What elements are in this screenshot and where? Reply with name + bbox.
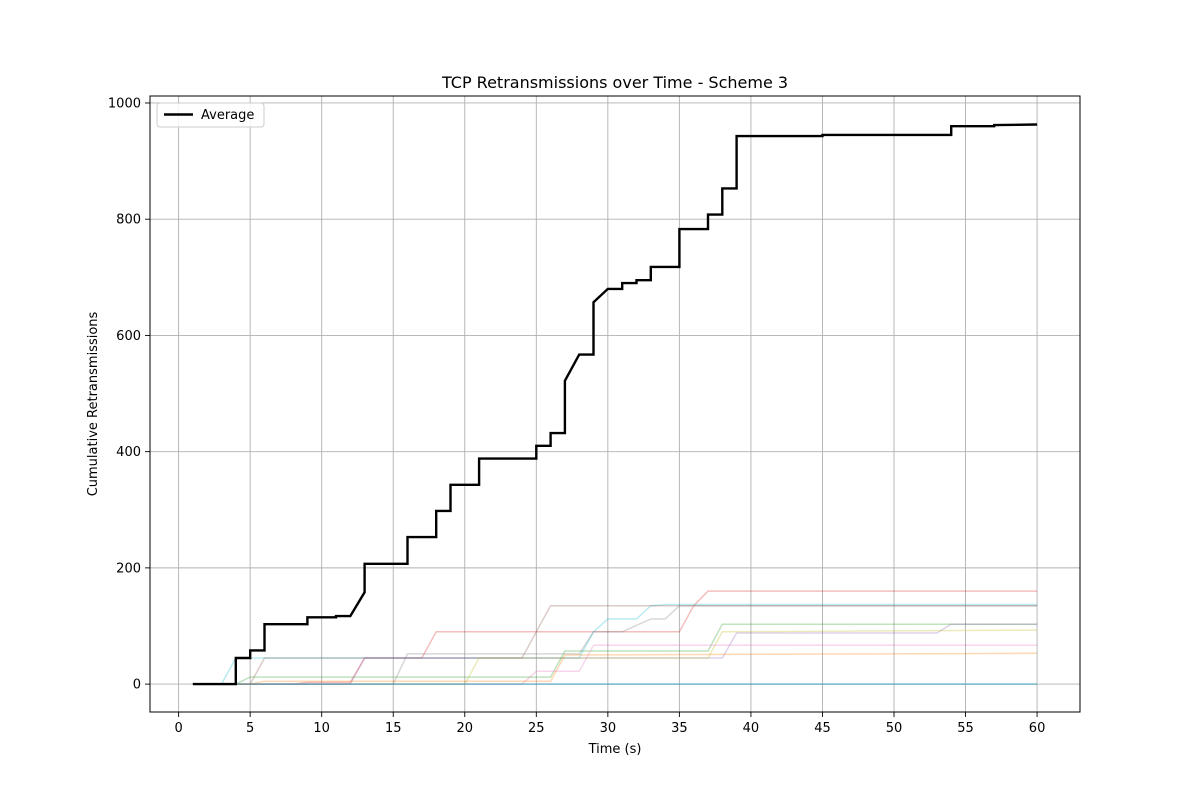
series-line-client-6 — [192, 623, 1038, 685]
x-tick-label: 0 — [174, 721, 182, 736]
x-tick-label: 40 — [743, 721, 760, 736]
x-tick-label: 5 — [246, 721, 254, 736]
x-tick-label: 20 — [456, 721, 473, 736]
plot-frame — [149, 95, 1081, 713]
x-tick-label: 30 — [600, 721, 617, 736]
series-line-client-3 — [192, 604, 1038, 685]
y-tick-label: 200 — [116, 561, 141, 576]
y-tick-label: 0 — [133, 678, 141, 693]
series-line-client-9 — [192, 652, 1038, 685]
series-line-client-7 — [192, 629, 1038, 685]
chart-title: TCP Retransmissions over Time - Scheme 3 — [441, 73, 788, 92]
y-tick-label: 1000 — [108, 96, 141, 111]
x-tick-label: 45 — [814, 721, 831, 736]
legend-label-average: Average — [201, 108, 254, 123]
x-tick-label: 60 — [1029, 721, 1046, 736]
series-line-client-1 — [192, 590, 1038, 685]
legend-box — [156, 102, 265, 128]
x-tick-label: 15 — [385, 721, 402, 736]
x-tick-label: 35 — [671, 721, 688, 736]
ticks: 0 5 10 15 20 25 30 35 40 45 50 55 600200400600800100… — [108, 96, 1045, 736]
y-tick-label: 800 — [116, 213, 141, 228]
x-axis-label: Time (s) — [588, 742, 642, 757]
x-tick-label: 25 — [528, 721, 545, 736]
series-line-client-5 — [192, 604, 1038, 685]
y-axis-label: Cumulative Retransmissions — [86, 311, 101, 496]
x-tick-label: 50 — [886, 721, 903, 736]
y-tick-label: 600 — [116, 329, 141, 344]
series-line-client-4 — [192, 623, 1038, 685]
series-group — [192, 123, 1038, 686]
grid — [150, 96, 1080, 712]
x-tick-label: 10 — [313, 721, 330, 736]
legend: Average — [156, 102, 265, 128]
series-line-client-2 — [192, 603, 1038, 685]
series-line-average — [192, 123, 1038, 686]
x-tick-label: 55 — [957, 721, 974, 736]
y-tick-label: 400 — [116, 445, 141, 460]
series-line-client-8 — [192, 644, 1038, 685]
